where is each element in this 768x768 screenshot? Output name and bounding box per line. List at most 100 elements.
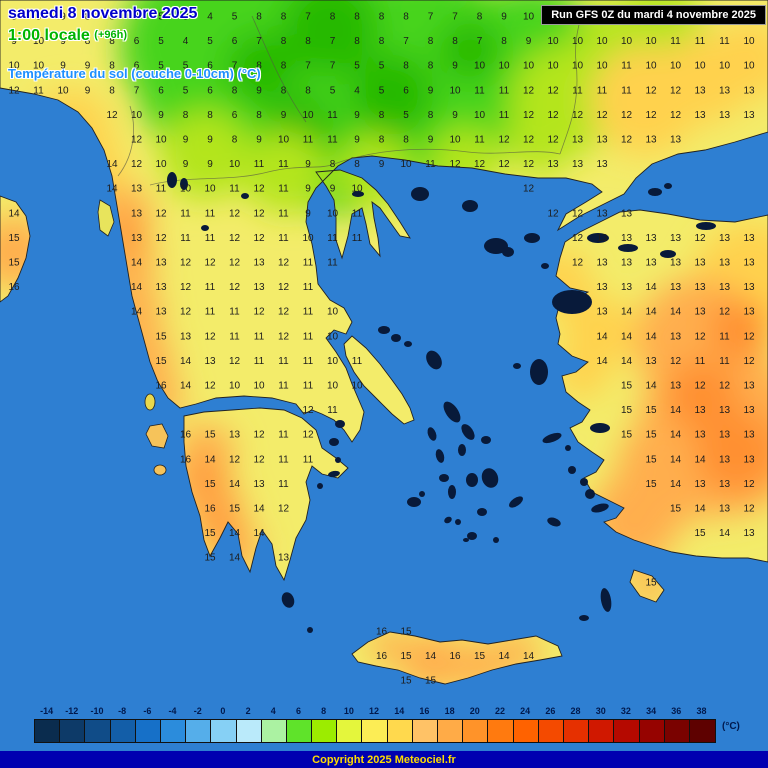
- temp-value: 5: [403, 110, 409, 121]
- temp-value: 7: [477, 36, 483, 47]
- legend-tick-label: -12: [65, 706, 79, 716]
- temp-value: 11: [229, 307, 240, 318]
- temp-value: 14: [645, 331, 657, 342]
- temp-value: 7: [232, 61, 238, 72]
- temp-value: 12: [523, 110, 535, 121]
- temp-value: 12: [694, 381, 706, 392]
- temp-value: 15: [155, 356, 167, 367]
- legend-color-cell: [135, 720, 161, 742]
- temp-value: 11: [229, 331, 240, 342]
- temp-value: 10: [33, 61, 45, 72]
- temp-value: 8: [428, 36, 434, 47]
- temp-value: 14: [253, 504, 265, 515]
- temp-value: 7: [330, 61, 336, 72]
- temp-value: 14: [229, 479, 241, 490]
- temp-value: 13: [670, 331, 682, 342]
- temp-value: 10: [474, 61, 486, 72]
- temp-value: 10: [180, 184, 192, 195]
- temp-value: 14: [180, 356, 192, 367]
- temp-value: 12: [229, 208, 241, 219]
- temp-value: 7: [305, 12, 311, 23]
- temp-value: 13: [645, 258, 657, 269]
- temp-value: 10: [572, 61, 584, 72]
- temp-value: 14: [621, 356, 633, 367]
- temp-value: 14: [645, 381, 657, 392]
- temp-value: 11: [327, 258, 338, 269]
- temp-value: 14: [596, 356, 608, 367]
- temp-value: 7: [452, 12, 458, 23]
- temp-value: 13: [155, 307, 167, 318]
- temp-value: 11: [278, 233, 289, 244]
- temp-value: 10: [523, 61, 535, 72]
- temp-value: 11: [499, 110, 510, 121]
- temp-value: 11: [205, 233, 216, 244]
- temp-value: 11: [278, 430, 289, 441]
- temp-value: 14: [106, 184, 118, 195]
- temp-value: 13: [694, 430, 706, 441]
- temp-value: 13: [621, 233, 633, 244]
- legend-color-cell: [614, 720, 640, 742]
- temp-value: 11: [499, 85, 510, 96]
- temp-value: 5: [158, 36, 164, 47]
- temp-value: 14: [670, 307, 682, 318]
- temp-value: 9: [354, 110, 360, 121]
- temp-value: 13: [596, 135, 608, 146]
- colored-islands: [97, 199, 169, 476]
- temp-value: 9: [330, 184, 336, 195]
- temp-value: 14: [670, 454, 682, 465]
- temp-value: 16: [8, 282, 20, 293]
- temp-value: 3: [183, 12, 189, 23]
- legend-color-cell: [639, 720, 665, 742]
- temp-value: 11: [695, 356, 706, 367]
- temp-value: 13: [253, 282, 265, 293]
- temp-value: 12: [302, 405, 314, 416]
- temp-value: 4: [207, 12, 213, 23]
- temp-value: 12: [106, 110, 118, 121]
- temp-value: 9: [85, 85, 91, 96]
- temp-value: 11: [278, 454, 289, 465]
- temp-value: 6: [207, 61, 213, 72]
- temp-value: 8: [379, 110, 385, 121]
- legend-color-cell: [110, 720, 136, 742]
- temp-value: 8: [330, 159, 336, 170]
- temp-value: 10: [523, 12, 535, 23]
- temp-value: 9: [60, 61, 66, 72]
- temp-value: 10: [694, 61, 706, 72]
- temp-value: 12: [572, 258, 584, 269]
- temp-value: 11: [205, 208, 216, 219]
- temp-value: 15: [645, 454, 657, 465]
- temp-value: 5: [330, 85, 336, 96]
- legend-tick-label: -10: [90, 706, 104, 716]
- temp-value: 10: [498, 61, 510, 72]
- temp-value: 11: [254, 356, 265, 367]
- temp-value: 10: [57, 85, 69, 96]
- temp-value: 13: [645, 356, 657, 367]
- legend-color-cell: [563, 720, 590, 742]
- temp-value: 13: [743, 430, 755, 441]
- temp-value: 10: [596, 36, 608, 47]
- temp-value: 12: [719, 307, 731, 318]
- legend-tick-label: 12: [369, 706, 380, 716]
- temp-value: 14: [131, 258, 143, 269]
- temp-value: 9: [526, 36, 532, 47]
- legend-tick-label: 38: [696, 706, 707, 716]
- temp-value: 11: [278, 208, 289, 219]
- temp-value: 10: [743, 61, 755, 72]
- legend-tick-label: 32: [620, 706, 631, 716]
- temp-value: 13: [719, 430, 731, 441]
- temp-value: 9: [158, 110, 164, 121]
- temp-value: 11: [156, 184, 167, 195]
- temp-value: 7: [305, 61, 311, 72]
- legend-tick-label: 2: [245, 706, 251, 716]
- temp-value: 10: [449, 135, 461, 146]
- legend-color-cell: [362, 720, 388, 742]
- temp-value: 15: [645, 577, 657, 588]
- temp-value: 10: [8, 61, 20, 72]
- temp-value: 10: [302, 110, 314, 121]
- legend-tick-label: 8: [321, 706, 327, 716]
- temp-value: 10: [645, 36, 657, 47]
- temp-value: 13: [278, 553, 290, 564]
- temp-value: 12: [523, 85, 535, 96]
- temp-value: 6: [232, 36, 238, 47]
- temp-value: 11: [695, 36, 706, 47]
